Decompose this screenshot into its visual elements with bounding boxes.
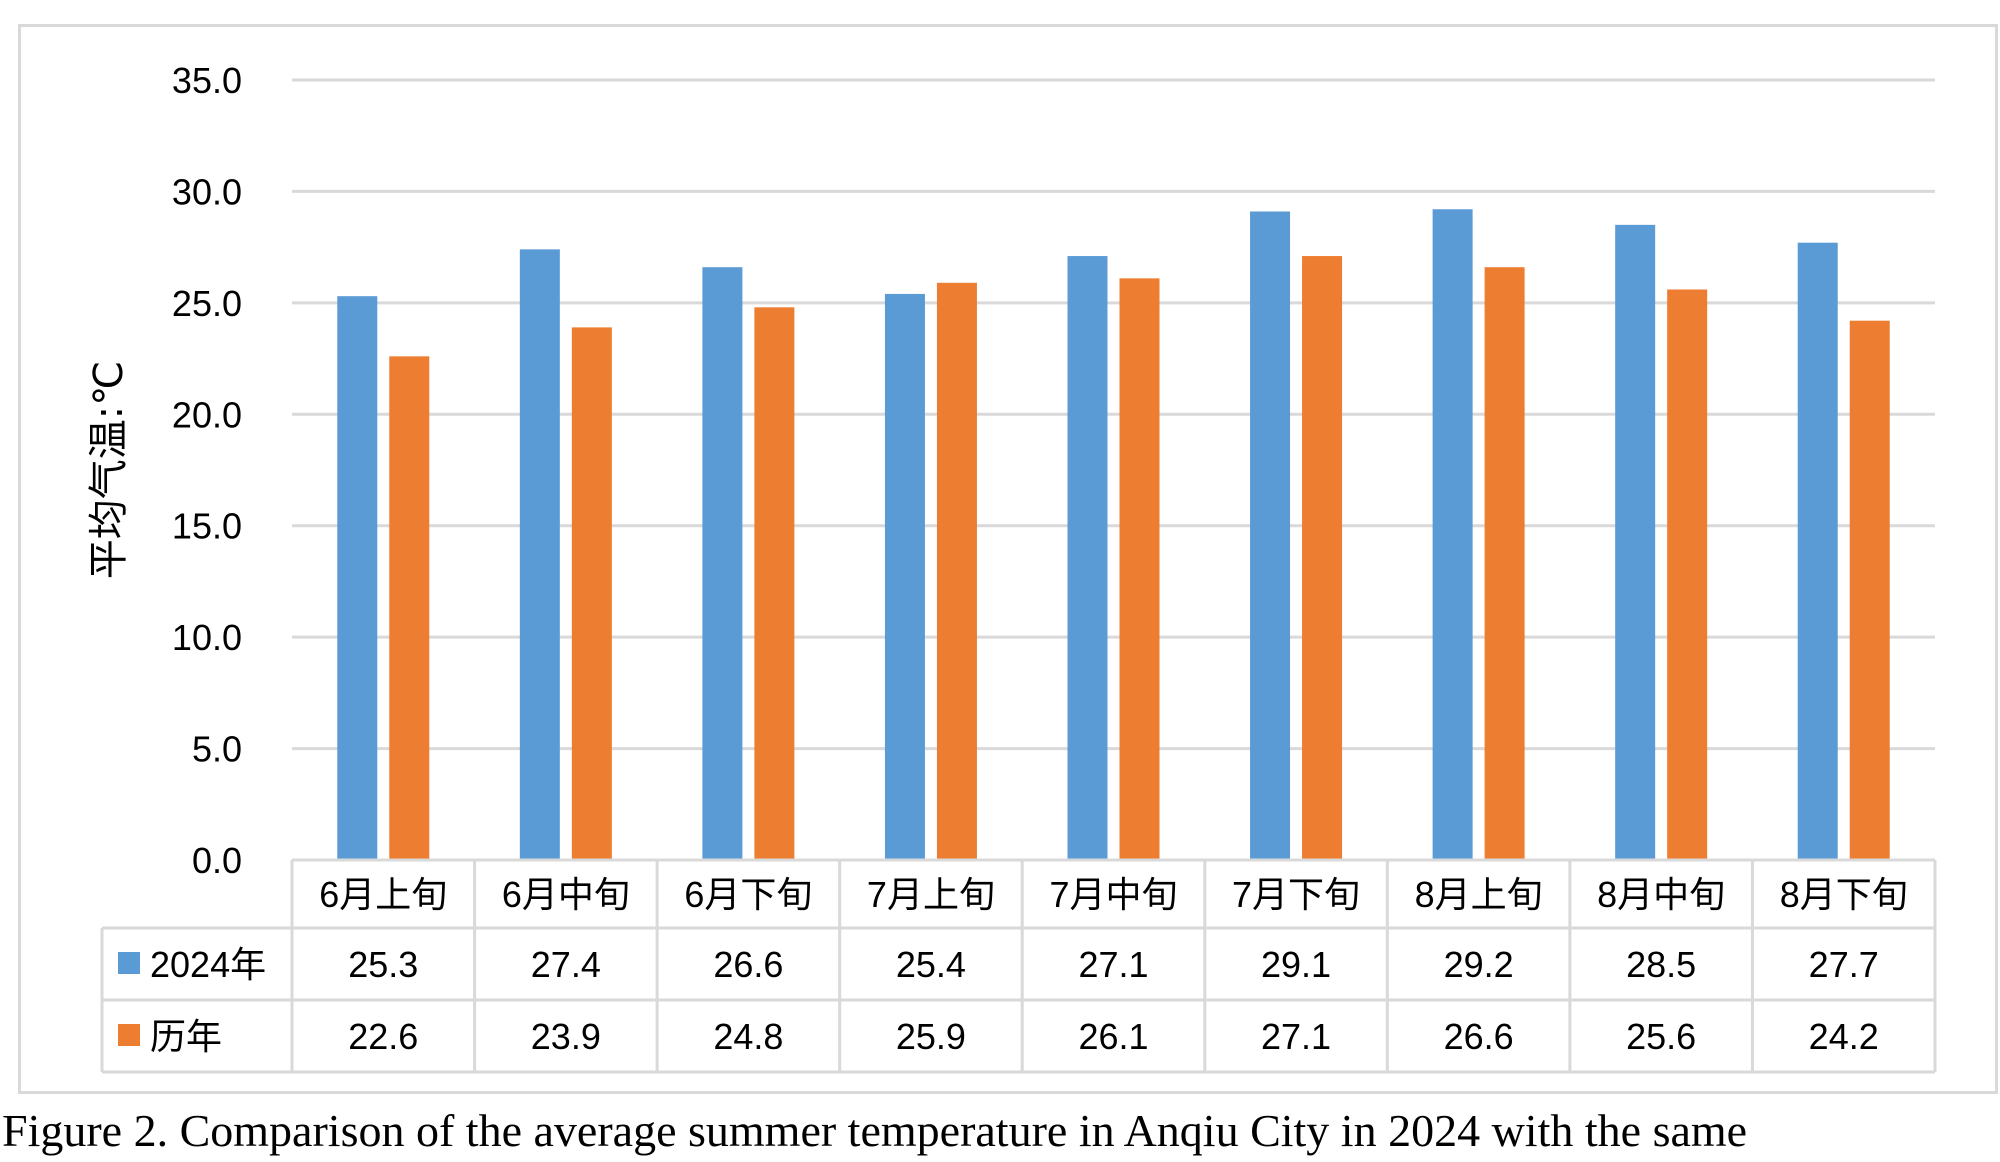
bar-series-2024 (1797, 242, 1838, 860)
data-label: 24.8 (713, 1016, 783, 1057)
bar-series-2024 (1250, 211, 1291, 860)
data-label: 26.6 (713, 944, 783, 985)
x-tick-label: 8月中旬 (1597, 874, 1725, 915)
x-tick-label: 8月上旬 (1415, 874, 1543, 915)
bar-series-historical (1667, 289, 1708, 860)
bar-series-historical (1849, 320, 1890, 861)
bars (337, 209, 1890, 861)
bar-series-historical (389, 356, 430, 860)
bar-series-historical (1302, 256, 1343, 860)
bar-series-historical (571, 327, 612, 860)
legend-swatch (118, 952, 140, 974)
bar-chart: 0.05.010.015.020.025.030.035.0 6月上旬 6月中旬 6… (86, 60, 1937, 1074)
data-label: 23.9 (531, 1016, 601, 1057)
x-tick-label: 6月下旬 (684, 874, 812, 915)
gridlines (292, 78, 1935, 751)
y-axis-ticks: 0.0 5.0 10.0 15.0 20.0 25.0 30.0 35.0 (172, 60, 242, 881)
x-tick-label: 7月上旬 (867, 874, 995, 915)
data-label: 27.4 (531, 944, 601, 985)
y-tick-label: 15.0 (172, 506, 242, 547)
legend-label: 2024年 (150, 944, 266, 985)
x-tick-label: 6月中旬 (502, 874, 630, 915)
y-tick-label: 35.0 (172, 60, 242, 101)
bar-series-2024 (1615, 224, 1656, 860)
data-table: 6月上旬 6月中旬 6月下旬 7月上旬 7月中旬 7月下旬 8月上旬 8月中旬 8月下旬 2024… (100, 858, 1937, 1074)
figure-caption: Figure 2. Comparison of the average summ… (2, 1105, 1748, 1156)
bar-series-2024 (1067, 256, 1108, 860)
x-tick-label: 6月上旬 (319, 874, 447, 915)
bar-series-2024 (337, 296, 378, 861)
y-tick-label: 0.0 (192, 840, 242, 881)
bar-series-historical (1119, 278, 1160, 860)
bar-series-2024 (1432, 209, 1473, 860)
data-label: 25.9 (896, 1016, 966, 1057)
x-tick-label: 7月下旬 (1232, 874, 1360, 915)
bar-series-2024 (702, 267, 743, 860)
bar-series-2024 (519, 249, 560, 860)
bar-series-historical (936, 282, 977, 860)
data-label: 26.6 (1444, 1016, 1514, 1057)
data-label: 27.7 (1809, 944, 1879, 985)
y-tick-label: 25.0 (172, 283, 242, 324)
data-label: 25.4 (896, 944, 966, 985)
bar-series-historical (754, 307, 795, 860)
x-tick-label: 8月下旬 (1780, 874, 1908, 915)
y-tick-label: 5.0 (192, 729, 242, 770)
data-label: 29.1 (1261, 944, 1331, 985)
y-tick-label: 30.0 (172, 171, 242, 212)
data-label: 26.1 (1078, 1016, 1148, 1057)
legend-label: 历年 (150, 1016, 222, 1057)
legend-swatch (118, 1024, 140, 1046)
bar-series-2024 (884, 293, 925, 860)
data-label: 25.6 (1626, 1016, 1696, 1057)
bar-series-historical (1484, 267, 1525, 860)
data-label: 27.1 (1261, 1016, 1331, 1057)
data-label: 27.1 (1078, 944, 1148, 985)
y-axis-label: 平均气温:℃ (86, 361, 132, 579)
data-label: 29.2 (1444, 944, 1514, 985)
data-label: 28.5 (1626, 944, 1696, 985)
x-tick-label: 7月中旬 (1049, 874, 1177, 915)
data-label: 22.6 (348, 1016, 418, 1057)
y-tick-label: 10.0 (172, 617, 242, 658)
data-label: 24.2 (1809, 1016, 1879, 1057)
data-label: 25.3 (348, 944, 418, 985)
y-tick-label: 20.0 (172, 394, 242, 435)
